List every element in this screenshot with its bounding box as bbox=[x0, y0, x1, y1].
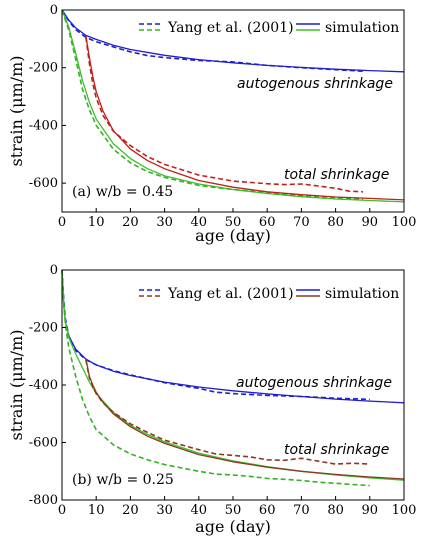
annotation-autogenous-b: autogenous shrinkage bbox=[236, 375, 392, 391]
y-tick-label: -200 bbox=[29, 321, 58, 336]
x-tick-label: 20 bbox=[122, 215, 139, 230]
x-tick-label: 0 bbox=[58, 215, 66, 230]
x-tick-label: 100 bbox=[392, 503, 417, 518]
legend-label-experiment: Yang et al. (2001) bbox=[167, 286, 294, 302]
y-tick-label: 0 bbox=[50, 263, 58, 278]
annotation-total-b: total shrinkage bbox=[284, 442, 389, 458]
y-tick-label: -600 bbox=[29, 436, 58, 451]
series-line-autogenous-solid bbox=[61, 9, 405, 73]
x-tick-label: 100 bbox=[392, 215, 417, 230]
tick-labels-a: 0 10 20 30 40 50 60 70 80 90 100 0 -200 -400 -600 bbox=[29, 3, 417, 230]
x-tick-label: 0 bbox=[58, 503, 66, 518]
y-tick-label: -600 bbox=[29, 176, 58, 191]
y-tick-label: 0 bbox=[50, 3, 58, 18]
plot-lines-b bbox=[61, 269, 405, 487]
x-tick-label: 10 bbox=[88, 215, 105, 230]
x-tick-label: 50 bbox=[225, 215, 242, 230]
x-tick-label: 20 bbox=[122, 503, 139, 518]
x-tick-label: 60 bbox=[259, 215, 276, 230]
x-tick-label: 80 bbox=[327, 503, 344, 518]
legend-b: Yang et al. (2001) simulation bbox=[139, 286, 399, 302]
legend-a: Yang et al. (2001) simulation bbox=[139, 20, 399, 36]
series-line-autogenous-dashed bbox=[61, 9, 364, 72]
series-line-total_bottom-dashed bbox=[85, 359, 370, 465]
legend-label-experiment: Yang et al. (2001) bbox=[167, 20, 294, 36]
chart-panel-a: 0 10 20 30 40 50 60 70 80 90 100 0 -200 -400 -600 Yang… bbox=[7, 3, 416, 245]
tick-labels-b: 0 10 20 30 40 50 60 70 80 90 100 0 -200 -400 -600 -800 bbox=[29, 263, 417, 518]
chart-panel-b: 0 10 20 30 40 50 60 70 80 90 1000-200-400-600-800 … bbox=[7, 263, 416, 536]
y-tick-label: -400 bbox=[29, 378, 58, 393]
panel-label-b: (b) w/b = 0.25 bbox=[72, 472, 174, 488]
annotation-total-a: total shrinkage bbox=[284, 167, 389, 183]
x-tick-label: 40 bbox=[191, 215, 208, 230]
x-tick-label: 30 bbox=[156, 503, 173, 518]
plot-frame-b bbox=[61, 269, 405, 501]
legend-label-simulation: simulation bbox=[325, 286, 399, 302]
plot-frame-a bbox=[61, 9, 405, 213]
annotation-autogenous-a: autogenous shrinkage bbox=[237, 76, 393, 92]
x-tick-label: 80 bbox=[327, 215, 344, 230]
x-axis-label-a: age (day) bbox=[195, 226, 271, 245]
plot-lines-a bbox=[61, 9, 405, 203]
x-tick-label: 50 bbox=[225, 503, 242, 518]
x-tick-label: 90 bbox=[362, 503, 379, 518]
series-line-total_top-solid bbox=[85, 35, 405, 201]
panel-label-a: (a) w/b = 0.45 bbox=[72, 184, 173, 200]
x-tick-label: 60 bbox=[259, 503, 276, 518]
x-tick-label: 30 bbox=[156, 215, 173, 230]
y-tick-label: -800 bbox=[29, 493, 58, 508]
y-tick-label: -200 bbox=[29, 61, 58, 76]
y-axis-label-b: strain (μm/m) bbox=[7, 330, 26, 441]
series-line-total_bottom-solid bbox=[85, 358, 405, 480]
x-tick-label: 70 bbox=[293, 503, 310, 518]
x-tick-label: 10 bbox=[88, 503, 105, 518]
series-line-total_top-dashed bbox=[85, 37, 364, 193]
x-axis-label-b: age (day) bbox=[195, 517, 271, 536]
y-axis-label-a: strain (μm/m) bbox=[7, 56, 26, 167]
x-tick-label: 70 bbox=[293, 215, 310, 230]
x-tick-label: 90 bbox=[362, 215, 379, 230]
series-line-basic_exp-dashed bbox=[61, 9, 364, 200]
y-tick-label: -400 bbox=[29, 118, 58, 133]
legend-label-simulation: simulation bbox=[325, 20, 399, 36]
series-line-basic-solid bbox=[61, 9, 405, 203]
x-tick-label: 40 bbox=[191, 503, 208, 518]
series-line-basic_exp-dashed bbox=[61, 269, 370, 487]
